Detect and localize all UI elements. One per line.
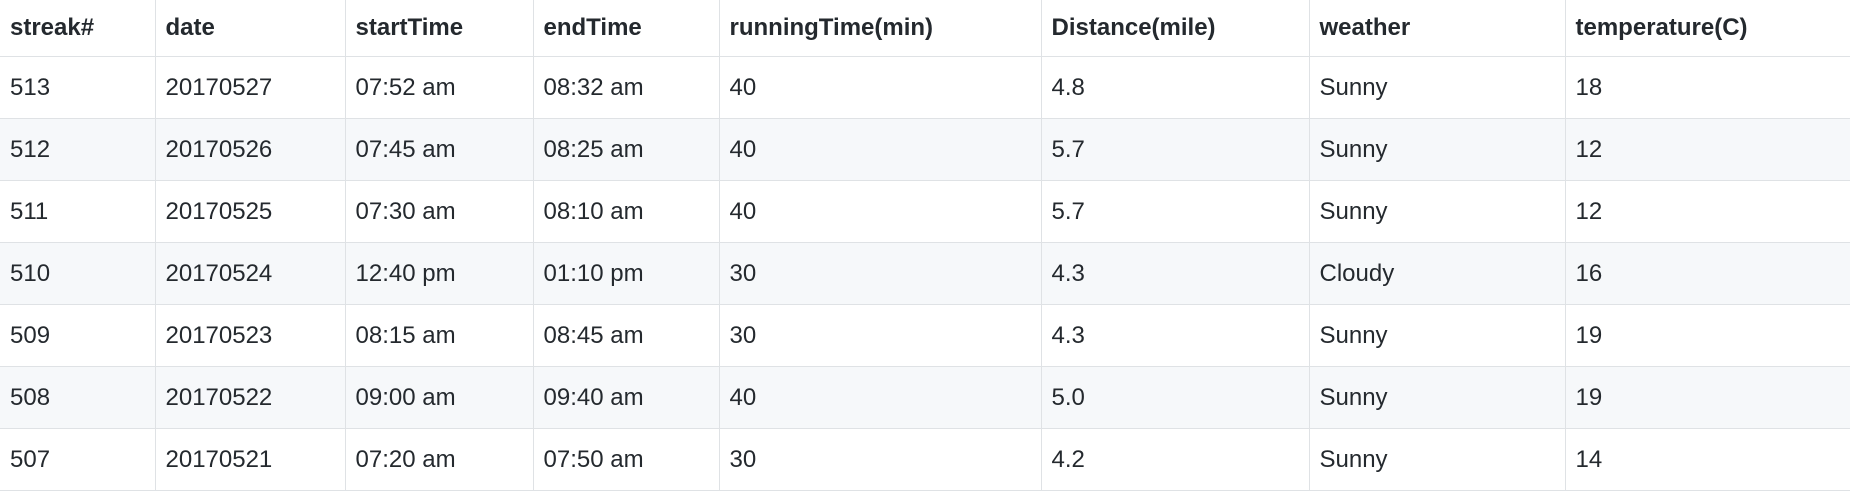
table-row: 513 20170527 07:52 am 08:32 am 40 4.8 Su… [0,56,1850,119]
table-cell: 09:00 am [344,366,534,429]
table-cell: 20170522 [154,366,346,429]
table-cell: 513 [0,56,156,119]
table-cell: 40 [718,366,1042,429]
table-cell: 4.2 [1040,428,1310,491]
table-cell: 4.3 [1040,304,1310,367]
table-cell: 16 [1564,242,1850,305]
table-cell: 08:15 am [344,304,534,367]
table-cell: 08:25 am [532,118,720,181]
table-cell: 5.7 [1040,180,1310,243]
table-cell: Sunny [1308,428,1566,491]
table-row: 511 20170525 07:30 am 08:10 am 40 5.7 Su… [0,180,1850,243]
table-cell: 12 [1564,118,1850,181]
table-cell: 20170521 [154,428,346,491]
table-cell: 507 [0,428,156,491]
column-header-start-time: startTime [344,0,534,57]
table-cell: 508 [0,366,156,429]
table-cell: 4.3 [1040,242,1310,305]
table-cell: Sunny [1308,304,1566,367]
table-cell: 30 [718,304,1042,367]
table-row: 508 20170522 09:00 am 09:40 am 40 5.0 Su… [0,366,1850,429]
table-cell: Cloudy [1308,242,1566,305]
table-cell: 30 [718,242,1042,305]
table-cell: 30 [718,428,1042,491]
table-cell: 5.0 [1040,366,1310,429]
table-cell: 18 [1564,56,1850,119]
table-cell: 19 [1564,366,1850,429]
table-cell: 510 [0,242,156,305]
column-header-date: date [154,0,346,57]
table-cell: 07:30 am [344,180,534,243]
table-cell: 511 [0,180,156,243]
table-cell: 20170525 [154,180,346,243]
table-row: 510 20170524 12:40 pm 01:10 pm 30 4.3 Cl… [0,242,1850,305]
table-cell: 12 [1564,180,1850,243]
table-cell: 07:50 am [532,428,720,491]
table-cell: 14 [1564,428,1850,491]
table-cell: 12:40 pm [344,242,534,305]
table-row: 512 20170526 07:45 am 08:25 am 40 5.7 Su… [0,118,1850,181]
table-cell: 01:10 pm [532,242,720,305]
table-cell: 20170527 [154,56,346,119]
table-cell: Sunny [1308,366,1566,429]
table-cell: 08:10 am [532,180,720,243]
table-row: 507 20170521 07:20 am 07:50 am 30 4.2 Su… [0,428,1850,491]
table-cell: Sunny [1308,118,1566,181]
table-cell: 20170523 [154,304,346,367]
table-cell: Sunny [1308,56,1566,119]
table-cell: 4.8 [1040,56,1310,119]
table-cell: 07:20 am [344,428,534,491]
table-cell: 08:32 am [532,56,720,119]
table-cell: 40 [718,118,1042,181]
table-cell: 19 [1564,304,1850,367]
table-cell: 509 [0,304,156,367]
table-cell: 512 [0,118,156,181]
table-cell: 07:52 am [344,56,534,119]
table-cell: 40 [718,56,1042,119]
table-cell: 5.7 [1040,118,1310,181]
column-header-distance: Distance(mile) [1040,0,1310,57]
table-cell: 07:45 am [344,118,534,181]
column-header-weather: weather [1308,0,1566,57]
table-cell: Sunny [1308,180,1566,243]
table-row: 509 20170523 08:15 am 08:45 am 30 4.3 Su… [0,304,1850,367]
column-header-streak: streak# [0,0,156,57]
column-header-end-time: endTime [532,0,720,57]
table-cell: 20170524 [154,242,346,305]
column-header-temperature: temperature(C) [1564,0,1850,57]
table-header-row: streak# date startTime endTime runningTi… [0,0,1850,57]
table-cell: 08:45 am [532,304,720,367]
table-cell: 40 [718,180,1042,243]
column-header-running-time: runningTime(min) [718,0,1042,57]
table-cell: 20170526 [154,118,346,181]
table-cell: 09:40 am [532,366,720,429]
